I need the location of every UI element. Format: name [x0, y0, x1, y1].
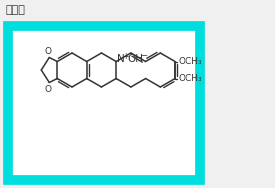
Text: −: −: [140, 51, 147, 60]
Text: OCH₃: OCH₃: [178, 57, 202, 66]
Bar: [8, 26, 200, 180]
Text: OH: OH: [127, 54, 143, 64]
Text: O: O: [45, 46, 52, 55]
Text: 小檗碱: 小檗碱: [6, 5, 26, 15]
Text: N: N: [117, 55, 125, 64]
Text: O: O: [45, 84, 52, 93]
Text: +: +: [122, 52, 128, 61]
Text: OCH₃: OCH₃: [178, 74, 202, 83]
